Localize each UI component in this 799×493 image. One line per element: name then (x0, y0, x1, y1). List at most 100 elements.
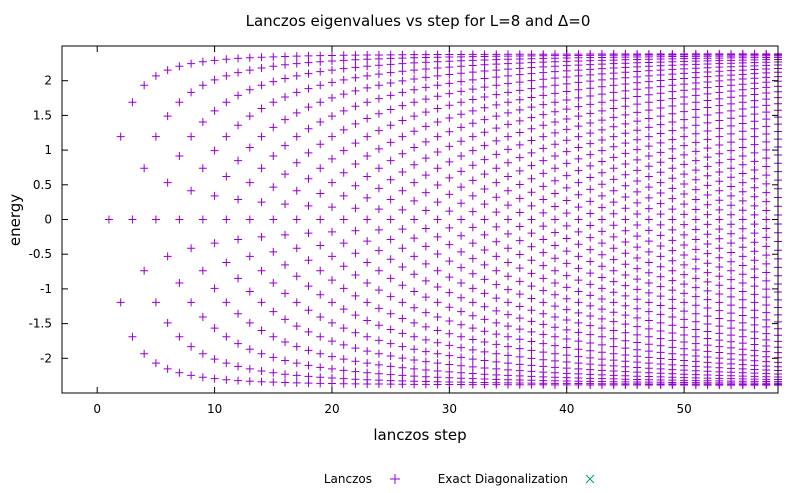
data-point-lanczos (527, 306, 536, 315)
data-point-lanczos (656, 210, 665, 219)
data-point-lanczos (715, 167, 724, 176)
data-point-lanczos (304, 256, 313, 265)
data-point-lanczos (421, 242, 430, 251)
data-point-lanczos (562, 171, 571, 180)
data-point-lanczos (609, 298, 618, 307)
data-point-lanczos (609, 277, 618, 286)
data-point-lanczos (163, 66, 172, 75)
data-point-lanczos (304, 282, 313, 291)
data-point-lanczos (421, 224, 430, 233)
data-point-lanczos (316, 379, 325, 388)
data-point-lanczos (269, 307, 278, 316)
data-point-lanczos (351, 181, 360, 190)
data-point-lanczos (234, 121, 243, 130)
data-point-lanczos (691, 264, 700, 273)
data-point-lanczos (715, 101, 724, 110)
data-point-lanczos (644, 183, 653, 192)
data-point-lanczos (668, 246, 677, 255)
data-point-lanczos (750, 174, 759, 183)
data-point-lanczos (468, 284, 477, 293)
data-point-lanczos (104, 215, 113, 224)
y-tick-label: -2 (40, 351, 52, 365)
data-point-lanczos (327, 252, 336, 261)
data-point-lanczos (504, 332, 513, 341)
data-point-lanczos (609, 164, 618, 173)
data-point-lanczos (644, 193, 653, 202)
data-point-lanczos (597, 82, 606, 91)
data-point-lanczos (351, 86, 360, 95)
data-point-lanczos (492, 90, 501, 99)
data-point-lanczos (633, 209, 642, 218)
data-point-lanczos (738, 234, 747, 243)
data-point-lanczos (339, 262, 348, 271)
data-point-lanczos (574, 337, 583, 346)
data-point-lanczos (374, 205, 383, 214)
data-point-lanczos (281, 141, 290, 150)
data-point-lanczos (245, 178, 254, 187)
data-point-lanczos (304, 84, 313, 93)
data-point-lanczos (468, 324, 477, 333)
data-point-lanczos (586, 84, 595, 93)
data-point-lanczos (727, 316, 736, 325)
data-point-lanczos (187, 132, 196, 141)
data-point-lanczos (703, 239, 712, 248)
data-point-lanczos (210, 75, 219, 84)
data-point-lanczos (539, 320, 548, 329)
data-point-lanczos (691, 175, 700, 184)
data-point-lanczos (644, 279, 653, 288)
data-point-lanczos (374, 321, 383, 330)
data-point-lanczos (163, 364, 172, 373)
data-point-lanczos (374, 286, 383, 295)
data-point-lanczos (163, 178, 172, 187)
data-point-lanczos (351, 249, 360, 258)
data-point-lanczos (762, 179, 771, 188)
data-point-lanczos (656, 231, 665, 240)
data-point-lanczos (644, 90, 653, 99)
data-point-lanczos (257, 132, 266, 141)
data-point-lanczos (609, 186, 618, 195)
data-point-lanczos (304, 201, 313, 210)
data-point-lanczos (621, 102, 630, 111)
data-point-lanczos (292, 132, 301, 141)
data-point-lanczos (281, 230, 290, 239)
data-point-lanczos (656, 252, 665, 261)
data-point-lanczos (269, 368, 278, 377)
data-point-lanczos (727, 266, 736, 275)
data-point-lanczos (210, 106, 219, 115)
data-point-lanczos (175, 151, 184, 160)
data-point-lanczos (116, 132, 125, 141)
data-point-lanczos (586, 209, 595, 218)
data-point-lanczos (398, 76, 407, 85)
data-point-lanczos (597, 203, 606, 212)
data-point-lanczos (586, 173, 595, 182)
data-point-lanczos (433, 249, 442, 258)
data-point-lanczos (363, 55, 372, 64)
data-point-lanczos (398, 132, 407, 141)
data-point-lanczos (292, 186, 301, 195)
data-point-lanczos (457, 293, 466, 302)
data-point-lanczos (433, 198, 442, 207)
data-point-lanczos (609, 221, 618, 230)
data-point-lanczos (198, 313, 207, 322)
data-point-lanczos (457, 231, 466, 240)
data-point-lanczos (668, 164, 677, 173)
data-point-lanczos (715, 253, 724, 262)
data-point-lanczos (492, 280, 501, 289)
data-point-lanczos (316, 363, 325, 372)
data-point-lanczos (703, 210, 712, 219)
data-point-lanczos (480, 275, 489, 284)
data-point-lanczos (539, 222, 548, 231)
data-point-lanczos (269, 279, 278, 288)
data-point-lanczos (480, 289, 489, 298)
data-point-lanczos (527, 269, 536, 278)
data-point-lanczos (691, 195, 700, 204)
data-point-lanczos (492, 81, 501, 90)
data-point-lanczos (703, 230, 712, 239)
data-point-lanczos (187, 244, 196, 253)
data-point-lanczos (586, 129, 595, 138)
data-point-lanczos (727, 106, 736, 115)
data-point-lanczos (421, 154, 430, 163)
data-point-lanczos (210, 56, 219, 65)
data-point-lanczos (245, 364, 254, 373)
data-point-lanczos (316, 266, 325, 275)
